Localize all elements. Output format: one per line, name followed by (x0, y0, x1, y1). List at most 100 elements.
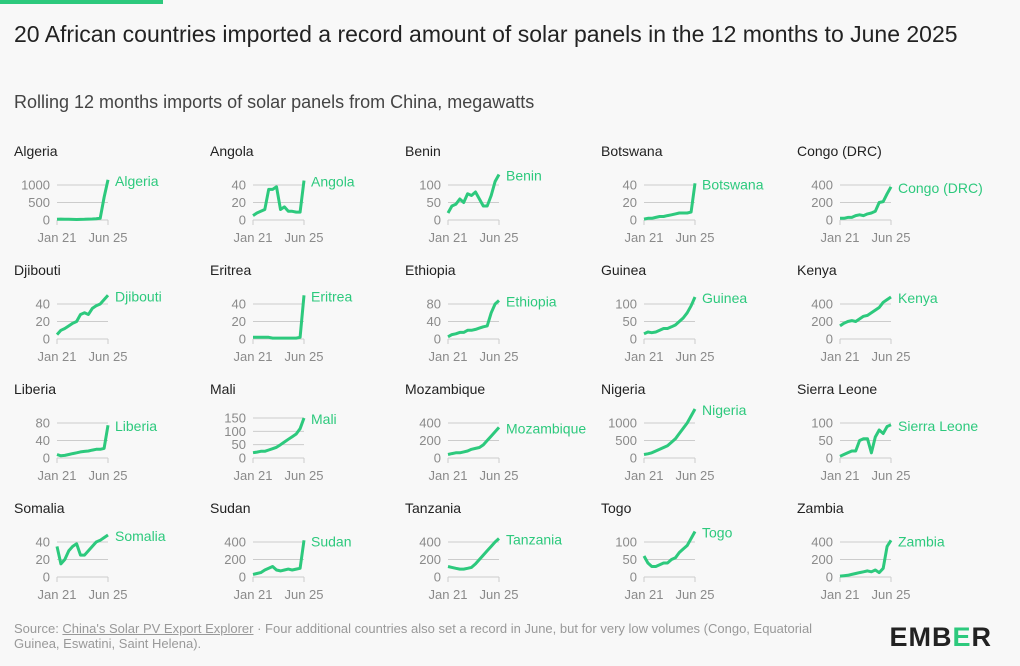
panel-togo: Togo 0 50 100 Jan 21 Jun 25 Togo (601, 500, 733, 602)
source-link[interactable]: China's Solar PV Export Explorer (62, 621, 254, 636)
y-tick-label: 0 (43, 213, 50, 228)
x-tick-label: Jun 25 (479, 468, 518, 483)
y-tick-label: 200 (811, 552, 833, 567)
y-tick-label: 0 (43, 451, 50, 466)
x-tick-label: Jan 21 (820, 349, 859, 364)
series-line (447, 537, 501, 571)
y-tick-label: 400 (811, 178, 833, 193)
y-tick-label: 0 (43, 570, 50, 585)
panel-liberia: Liberia 0 40 80 Jan 21 Jun 25 Liberia (14, 381, 157, 483)
y-tick-label: 0 (630, 213, 637, 228)
y-tick-label: 200 (419, 433, 441, 448)
series-line (643, 296, 697, 336)
y-tick-label: 200 (811, 195, 833, 210)
series-label: Zambia (898, 533, 945, 549)
x-tick-label: Jun 25 (871, 587, 910, 602)
y-tick-label: 20 (36, 552, 50, 567)
panel-title: Congo (DRC) (797, 143, 882, 159)
y-tick-label: 0 (630, 570, 637, 585)
series-label: Guinea (702, 290, 747, 306)
y-tick-label: 400 (419, 416, 441, 431)
panel-algeria: Algeria 0 500 1000 Jan 21 Jun 25 Algeria (14, 143, 159, 245)
x-tick-label: Jun 25 (284, 230, 323, 245)
source-prefix: Source: (14, 621, 63, 636)
y-tick-label: 80 (36, 416, 50, 431)
x-tick-label: Jun 25 (675, 468, 714, 483)
panel-title: Eritrea (210, 262, 251, 278)
panel-sudan: Sudan 0 200 400 Jan 21 Jun 25 Sudan (210, 500, 351, 602)
series-label: Togo (702, 525, 733, 541)
panel-title: Sudan (210, 500, 250, 516)
panel-title: Liberia (14, 381, 56, 397)
y-tick-label: 400 (224, 535, 246, 550)
y-tick-label: 0 (434, 332, 441, 347)
y-tick-label: 1000 (21, 178, 50, 193)
x-tick-label: Jun 25 (88, 230, 127, 245)
x-tick-label: Jun 25 (284, 468, 323, 483)
panel-title: Somalia (14, 500, 65, 516)
series-line (252, 180, 306, 217)
y-tick-label: 50 (623, 314, 637, 329)
panel-kenya: Kenya 0 200 400 Jan 21 Jun 25 Kenya (797, 262, 938, 364)
panel-title: Algeria (14, 143, 58, 159)
panel-title: Tanzania (405, 500, 461, 516)
panel-mozambique: Mozambique 0 200 400 Jan 21 Jun 25 Mozambique (405, 381, 586, 483)
panel-somalia: Somalia 0 20 40 Jan 21 Jun 25 Somalia (14, 500, 166, 602)
series-label: Djibouti (115, 288, 162, 304)
series-label: Botswana (702, 176, 764, 192)
panel-title: Angola (210, 143, 254, 159)
y-tick-label: 400 (419, 535, 441, 550)
series-line (840, 186, 893, 220)
x-tick-label: Jan 21 (37, 468, 76, 483)
series-line (839, 295, 892, 328)
panel-benin: Benin 0 50 100 Jan 21 Jun 25 Benin (405, 143, 542, 245)
panel-title: Djibouti (14, 262, 61, 278)
series-label: Sudan (311, 533, 351, 549)
series-line (252, 417, 306, 455)
y-tick-label: 0 (826, 570, 833, 585)
series-line (642, 530, 697, 568)
panel-angola: Angola 0 20 40 Jan 21 Jun 25 Angola (210, 143, 355, 245)
x-tick-label: Jan 21 (428, 587, 467, 602)
x-tick-label: Jan 21 (624, 230, 663, 245)
y-tick-label: 0 (43, 332, 50, 347)
x-tick-label: Jan 21 (37, 587, 76, 602)
series-label: Nigeria (702, 402, 747, 418)
panel-guinea: Guinea 0 50 100 Jan 21 Jun 25 Guinea (601, 262, 747, 364)
series-label: Liberia (115, 418, 157, 434)
panel-title: Togo (601, 500, 632, 516)
series-label: Kenya (898, 290, 938, 306)
logo-part: EMB (889, 622, 953, 652)
y-tick-label: 50 (232, 437, 246, 452)
y-tick-label: 0 (434, 213, 441, 228)
x-tick-label: Jan 21 (37, 349, 76, 364)
panel-ethiopia: Ethiopia 0 40 80 Jan 21 Jun 25 Ethiopia (405, 262, 557, 364)
y-tick-label: 0 (630, 332, 637, 347)
y-tick-label: 50 (819, 433, 833, 448)
x-tick-label: Jun 25 (871, 230, 910, 245)
y-tick-label: 0 (239, 451, 246, 466)
y-tick-label: 0 (826, 451, 833, 466)
series-line (447, 426, 501, 456)
y-tick-label: 40 (36, 433, 50, 448)
series-label: Algeria (115, 173, 159, 189)
chart-subtitle: Rolling 12 months imports of solar panel… (14, 92, 535, 112)
panel-nigeria: Nigeria 0 500 1000 Jan 21 Jun 25 Nigeria (601, 381, 747, 483)
x-tick-label: Jun 25 (88, 349, 127, 364)
y-tick-label: 0 (239, 570, 246, 585)
x-tick-label: Jun 25 (479, 349, 518, 364)
y-tick-label: 200 (419, 552, 441, 567)
y-tick-label: 40 (623, 178, 637, 193)
series-label: Somalia (115, 528, 166, 544)
x-tick-label: Jun 25 (675, 349, 714, 364)
y-tick-label: 400 (811, 297, 833, 312)
series-line (56, 179, 110, 221)
x-tick-label: Jan 21 (37, 230, 76, 245)
series-label: Congo (DRC) (898, 180, 983, 196)
y-tick-label: 400 (811, 535, 833, 550)
y-tick-label: 40 (36, 297, 50, 312)
x-tick-label: Jun 25 (675, 587, 714, 602)
series-label: Mali (311, 411, 337, 427)
x-tick-label: Jun 25 (88, 468, 127, 483)
